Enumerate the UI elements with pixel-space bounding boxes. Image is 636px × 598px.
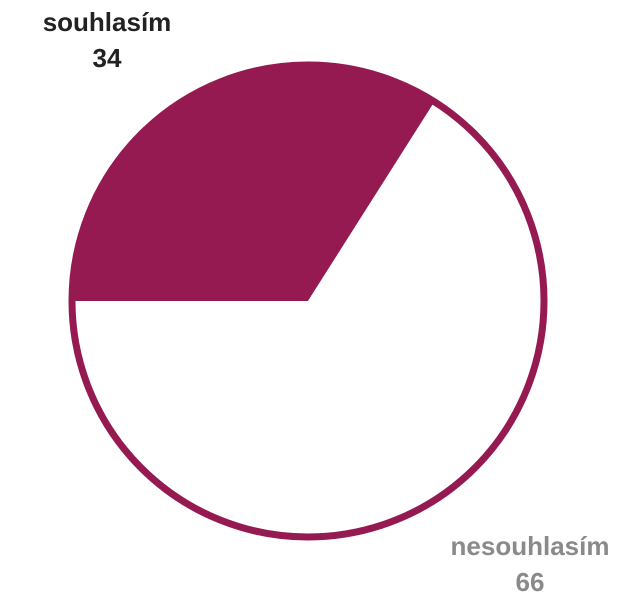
- slice-label-souhlasim: souhlasím 34: [22, 4, 192, 76]
- slice-value: 34: [92, 43, 122, 73]
- pie-slices: [72, 64, 544, 537]
- slice-label-nesouhlasim: nesouhlasím 66: [430, 528, 630, 598]
- pie-outline: [68, 61, 548, 541]
- slice-value: 66: [515, 567, 545, 597]
- pie-slice-1: [72, 101, 544, 537]
- slice-name: souhlasím: [42, 7, 172, 37]
- slice-name: nesouhlasím: [450, 531, 610, 561]
- pie-slice-0: [72, 64, 435, 302]
